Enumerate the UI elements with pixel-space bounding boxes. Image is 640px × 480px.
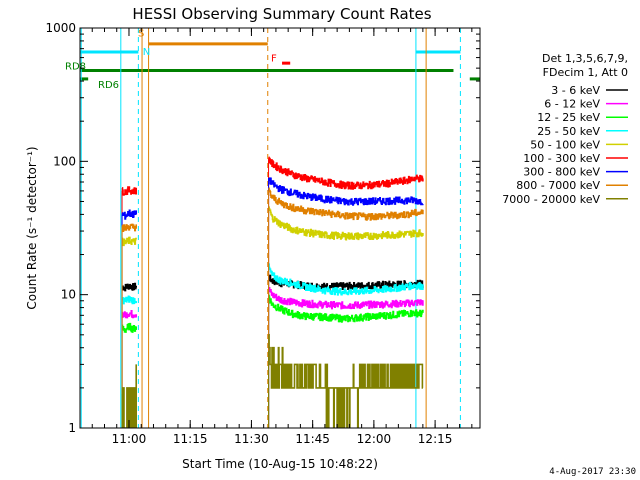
legend-item-label: 25 - 50 keV: [537, 125, 600, 138]
x-tick-label: 11:00: [112, 432, 147, 446]
vertical-lines-layer: [80, 28, 461, 428]
chart-title: HESSI Observing Summary Count Rates: [132, 5, 431, 23]
series-line-4: [268, 206, 424, 241]
legend-item-label: 6 - 12 keV: [544, 98, 600, 111]
event-marker: F: [271, 54, 277, 65]
series-line-1: [121, 310, 137, 319]
status-bar-label: RD6: [98, 80, 119, 91]
plot-frame: [79, 27, 481, 429]
legend-item-label: 7000 - 20000 keV: [502, 193, 600, 206]
horizontal-bars-layer: [80, 42, 480, 81]
x-tick-label: 11:45: [295, 432, 330, 446]
event-marker: N: [143, 47, 150, 58]
y-axis-ticks: 1 10 100 1000: [45, 21, 480, 435]
x-tick-label: 12:00: [357, 432, 392, 446]
legend-item-label: 300 - 800 keV: [523, 166, 600, 179]
legend: Det 1,3,5,6,7,9, FDecim 1, Att 0 3 - 6 k…: [502, 52, 628, 206]
series-line-6: [268, 177, 424, 206]
status-bar-label: RD8: [65, 62, 86, 73]
series-line-1: [268, 287, 424, 310]
series-line-0: [121, 282, 137, 292]
series-line-3: [121, 295, 137, 305]
legend-item-label: 50 - 100 keV: [530, 138, 600, 151]
series-line-8: [121, 364, 137, 428]
legend-header-line-1: Det 1,3,5,6,7,9,: [542, 52, 628, 65]
series-line-7: [268, 187, 424, 221]
series-line-5: [268, 156, 424, 190]
x-tick-label: 11:15: [173, 432, 208, 446]
series-line-2: [268, 294, 424, 323]
series-line-5: [121, 186, 137, 196]
y-tick-label: 1000: [45, 21, 76, 35]
series-line-0: [268, 274, 424, 291]
event-marker: S: [138, 29, 144, 40]
markers-layer: RD8 RD6 SN F: [65, 29, 277, 91]
y-axis-label: Count Rate (s⁻¹ detector⁻¹): [25, 146, 39, 309]
footer-timestamp: 4-Aug-2017 23:30: [549, 467, 636, 477]
legend-item-label: 12 - 25 keV: [537, 111, 600, 124]
series-layer: [121, 156, 424, 428]
y-tick-label: 100: [53, 154, 76, 168]
series-line-7: [121, 223, 137, 232]
y-tick-label: 10: [61, 288, 76, 302]
y-tick-label: 1: [68, 421, 76, 435]
x-tick-label: 12:15: [418, 432, 453, 446]
x-tick-label: 11:30: [234, 432, 269, 446]
legend-item-label: 3 - 6 keV: [551, 84, 600, 97]
series-line-4: [121, 236, 137, 247]
series-line-8: [268, 334, 424, 428]
series-line-6: [121, 209, 137, 220]
legend-item-label: 800 - 7000 keV: [516, 179, 600, 192]
x-axis-label: Start Time (10-Aug-15 10:48:22): [182, 457, 378, 471]
legend-item-label: 100 - 300 keV: [523, 152, 600, 165]
x-axis-ticks: 11:00 11:15 11:30 11:45 12:00 12:15: [79, 28, 473, 446]
series-line-3: [268, 263, 424, 296]
series-line-2: [121, 322, 137, 333]
legend-header-line-2: FDecim 1, Att 0: [543, 66, 628, 79]
